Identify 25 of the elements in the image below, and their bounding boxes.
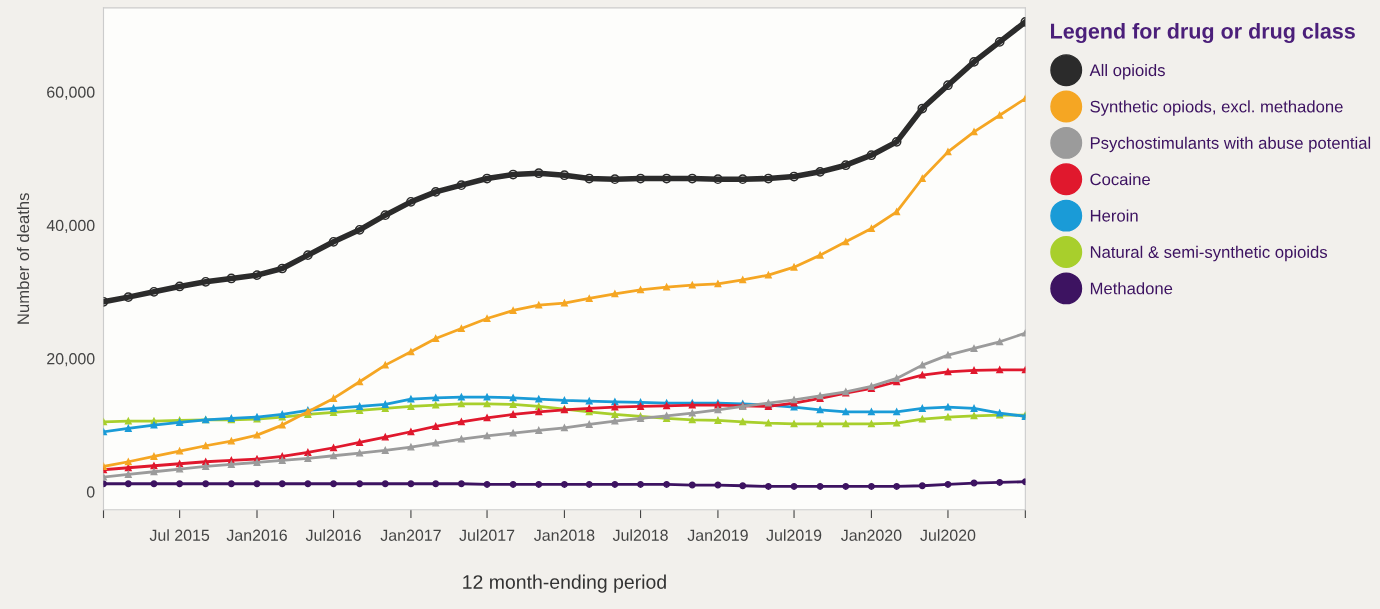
legend-label: Cocaine: [1090, 173, 1150, 186]
x-tick-label: Jan2020: [841, 529, 902, 541]
legend-label: Methadone: [1090, 282, 1173, 295]
legend-label: All opioids: [1089, 63, 1165, 80]
legend-label: Heroin: [1090, 209, 1138, 222]
y-tick-label: 0: [86, 486, 95, 498]
y-tick-label: 20,000: [47, 353, 95, 367]
legend-label: Synthetic opiods, excl. methadone: [1090, 100, 1343, 116]
x-tick-label: Jan2018: [534, 529, 595, 541]
x-axis-title: 12 month-ending period: [463, 574, 666, 593]
legend-label: Natural & semi-synthetic opioids: [1090, 245, 1328, 262]
x-tick-label: Jul2017: [459, 529, 515, 541]
y-tick-label: 60,000: [47, 86, 95, 100]
y-axis-title: Number of deaths: [16, 193, 30, 324]
x-tick-label: Jul2019: [766, 529, 822, 541]
x-tick-label: Jul2020: [920, 529, 976, 541]
x-tick-label: Jan2017: [380, 529, 441, 541]
legend-title: Legend for drug or drug class: [1051, 22, 1355, 44]
x-tick-label: Jul 2015: [149, 529, 210, 541]
x-tick-label: Jul2018: [612, 529, 668, 541]
legend-label: Psychostimulants with abuse potential: [1090, 136, 1371, 153]
x-tick-label: Jan2019: [687, 529, 748, 541]
x-tick-label: Jul2016: [305, 529, 361, 541]
y-tick-label: 40,000: [46, 219, 95, 233]
x-tick-label: Jan2016: [226, 529, 287, 541]
